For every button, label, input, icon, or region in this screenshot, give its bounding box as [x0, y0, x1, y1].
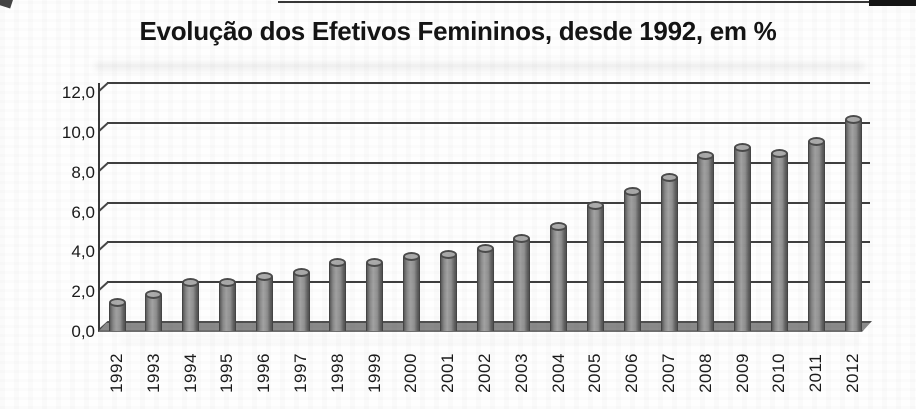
bar-cylinder-1994: [182, 282, 200, 331]
x-tick-label: 2010: [769, 353, 789, 393]
bar-cylinder-1992: [108, 302, 126, 331]
y-gridline: [107, 82, 870, 85]
bar-cylinder-2005: [586, 205, 604, 331]
scan-artifact-top-line: [278, 1, 916, 3]
y-gridline: [107, 122, 870, 124]
bar-cylinder-2003: [513, 238, 531, 331]
x-tick-label: 1996: [254, 353, 274, 393]
x-tick-label: 2007: [659, 353, 678, 393]
y-gridline: [107, 241, 870, 244]
bar-cap-2012: [844, 115, 862, 125]
x-tick-label: 2009: [732, 353, 752, 393]
y-gridline: [107, 201, 870, 204]
bar-cap-2004: [550, 222, 568, 232]
x-tick-label: 1997: [291, 353, 310, 393]
x-tick-label: 2008: [695, 353, 715, 393]
y-tick-label: 4,0: [71, 242, 95, 262]
x-tick-label: 1999: [364, 353, 384, 393]
bar-cap-1994: [182, 278, 200, 288]
bar-cap-2000: [402, 252, 420, 262]
bar-cap-2002: [476, 244, 494, 254]
x-tick-label: 2012: [843, 353, 862, 393]
bar-cylinder-2004: [550, 226, 568, 331]
bar-cylinder-2008: [697, 155, 715, 331]
x-tick-label: 2000: [401, 353, 421, 393]
bar-cylinder-2001: [439, 254, 457, 331]
bar-cylinder-2007: [660, 177, 678, 331]
y-tick-label: 2,0: [71, 282, 95, 302]
y-tick-label: 12,0: [61, 83, 95, 103]
x-tick-label: 2006: [622, 353, 642, 393]
bar-cap-2007: [660, 172, 678, 182]
scan-artifact-top-right-blob: [869, 0, 916, 6]
bar-cylinder-2010: [770, 153, 788, 331]
bar-cap-1997: [292, 268, 310, 278]
x-tick-label: 2005: [585, 353, 605, 393]
bar-cap-1992: [108, 298, 126, 308]
bar-cylinder-1995: [218, 282, 236, 331]
x-tick-label: 2011: [806, 353, 826, 393]
x-tick-label: 2002: [475, 353, 494, 393]
y-gridline: [107, 161, 870, 164]
bar-cylinder-2011: [807, 141, 825, 331]
y-tick-label: 0,0: [71, 322, 95, 341]
y-tick-label: 10,0: [61, 123, 95, 142]
x-tick-label: 1994: [180, 353, 200, 393]
bar-cap-1993: [145, 290, 163, 300]
x-tick-label: 1995: [217, 353, 237, 393]
x-tick-label: 2004: [548, 353, 568, 393]
bar-cylinder-2006: [623, 191, 641, 331]
bar-cylinder-2002: [476, 248, 494, 331]
bar-cylinder-1998: [329, 262, 347, 331]
bar-cap-1999: [366, 258, 384, 268]
bar-cylinder-2012: [844, 119, 862, 331]
y-axis-line: [98, 83, 100, 332]
bar-cylinder-1999: [366, 262, 384, 331]
bar-cylinder-1996: [255, 276, 273, 331]
bar-cap-2003: [513, 234, 531, 244]
bar-cylinder-1993: [145, 294, 163, 331]
x-tick-label: 1998: [327, 353, 347, 393]
bar-cylinder-1997: [292, 272, 310, 331]
bar-cap-2009: [734, 142, 752, 152]
chart-title: Evolução dos Efetivos Femininos, desde 1…: [139, 16, 777, 46]
bar-cap-1995: [218, 278, 236, 288]
bar-cap-1996: [255, 272, 273, 282]
bar-cap-2011: [807, 136, 825, 146]
x-tick-label: 2001: [438, 353, 458, 393]
bar-cap-2010: [770, 148, 788, 158]
bar-cap-2006: [623, 186, 641, 196]
y-tick-label: 8,0: [71, 162, 95, 182]
y-tick-label: 6,0: [71, 202, 95, 222]
x-tick-label: 1992: [107, 353, 126, 393]
bar-cylinder-2000: [402, 256, 420, 331]
x-tick-label: 1993: [143, 353, 163, 393]
bar-cap-2008: [697, 150, 715, 160]
bar-cap-1998: [329, 258, 347, 268]
bar-cap-2005: [586, 200, 604, 210]
bar-cylinder-2009: [734, 147, 752, 331]
bar-cap-2001: [439, 250, 457, 260]
x-tick-label: 2003: [511, 353, 531, 393]
